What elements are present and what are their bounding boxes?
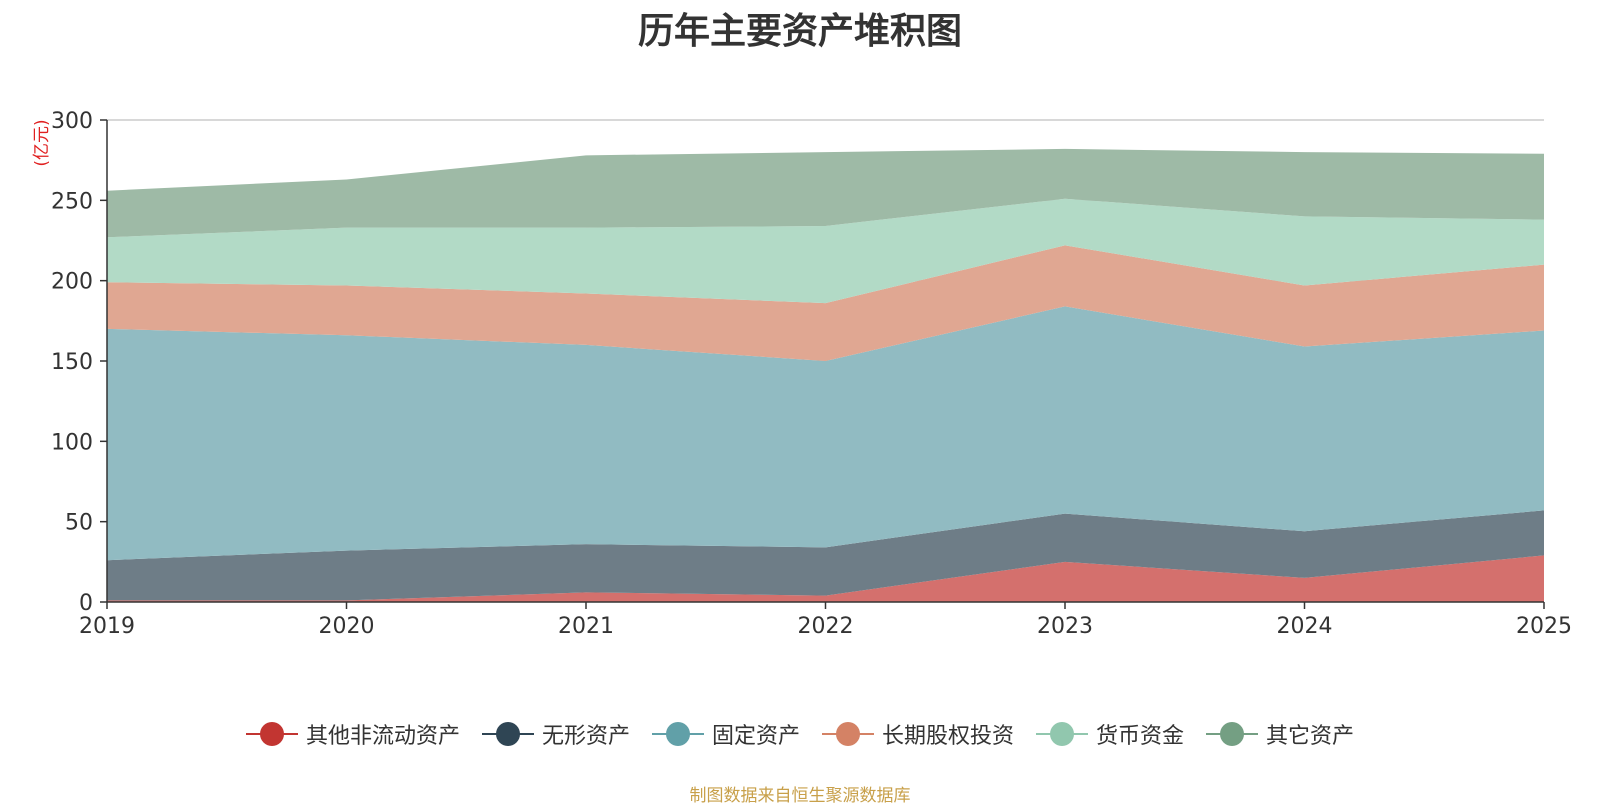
x-tick-label-2019: 2019 bbox=[79, 614, 135, 639]
y-tick-label-150: 150 bbox=[51, 350, 93, 375]
y-tick-label-0: 0 bbox=[79, 591, 93, 616]
legend-marker-icon bbox=[245, 721, 298, 747]
legend-marker-icon bbox=[651, 721, 704, 747]
legend-label: 长期股权投资 bbox=[882, 724, 1015, 749]
area-series-0 bbox=[107, 555, 1544, 602]
legend-marker-icon bbox=[822, 721, 874, 747]
y-tick-label-250: 250 bbox=[51, 189, 93, 214]
legend-marker-icon bbox=[481, 721, 534, 747]
axis-layer: 0 50 100 150 200 250 300 2019 2020 2021 2022 2023 20… bbox=[51, 109, 1572, 639]
legend-item-3[interactable]: 长期股权投资 bbox=[822, 718, 1014, 750]
legend-item-0[interactable]: 其他非流动资产 bbox=[245, 718, 460, 750]
legend-marker-icon bbox=[1036, 721, 1089, 747]
legend-label: 货币资金 bbox=[1096, 724, 1185, 749]
area-series-4 bbox=[107, 198, 1544, 304]
area-series-1 bbox=[107, 510, 1544, 601]
y-tick-label-200: 200 bbox=[51, 270, 93, 295]
x-tick-label-2025: 2025 bbox=[1516, 614, 1572, 639]
legend-item-5[interactable]: 其它资产 bbox=[1206, 718, 1354, 750]
legend-label: 无形资产 bbox=[541, 724, 630, 749]
x-tick-label-2023: 2023 bbox=[1037, 614, 1093, 639]
legend-item-4[interactable]: 货币资金 bbox=[1036, 718, 1184, 750]
chart-title: 历年主要资产堆积图 bbox=[637, 11, 962, 52]
y-axis-unit-label: (亿元) bbox=[32, 119, 52, 166]
legend-item-2[interactable]: 固定资产 bbox=[651, 718, 800, 750]
area-series-2 bbox=[107, 306, 1544, 561]
source-note: 制图数据来自恒生聚源数据库 bbox=[689, 786, 911, 806]
legend-label: 其他非流动资产 bbox=[305, 724, 460, 749]
y-tick-label-100: 100 bbox=[51, 430, 93, 455]
legend-label: 固定资产 bbox=[711, 724, 800, 749]
y-tick-label-50: 50 bbox=[65, 511, 93, 536]
x-tick-label-2021: 2021 bbox=[558, 614, 614, 639]
y-tick-label-300: 300 bbox=[51, 109, 93, 134]
x-tick-label-2022: 2022 bbox=[798, 614, 854, 639]
legend: 其他非流动资产 无形资产 固定资产 长期股权投资 货币资金 其它资产 bbox=[0, 718, 1600, 750]
area-series-5 bbox=[107, 148, 1544, 238]
x-tick-label-2024: 2024 bbox=[1277, 614, 1333, 639]
area-layer bbox=[107, 148, 1544, 602]
legend-label: 其它资产 bbox=[1266, 724, 1355, 749]
x-tick-label-2020: 2020 bbox=[319, 614, 375, 639]
legend-item-1[interactable]: 无形资产 bbox=[481, 718, 630, 750]
legend-marker-icon bbox=[1206, 721, 1259, 747]
